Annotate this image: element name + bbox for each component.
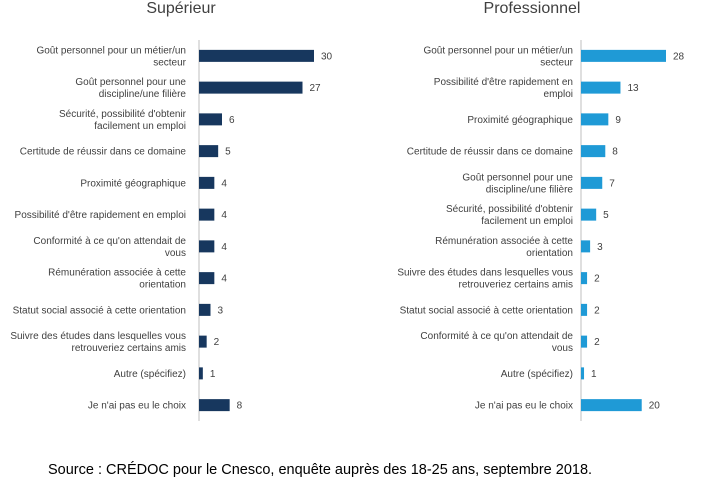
bar-professionnel [581, 145, 606, 158]
bar-professionnel [581, 303, 588, 316]
bar-superieur [199, 208, 215, 221]
bar-superieur [199, 113, 222, 126]
category-label-superieur: Proximité géographique [80, 178, 186, 189]
value-label-superieur: 4 [221, 242, 227, 253]
value-label-superieur: 1 [210, 369, 216, 380]
value-label-professionnel: 8 [612, 147, 618, 158]
value-label-superieur: 5 [225, 147, 231, 158]
category-label-superieur: Sécurité, possibilité d'obtenir facilemen… [59, 109, 187, 132]
bar-superieur [199, 176, 215, 189]
value-label-professionnel: 28 [673, 51, 685, 62]
value-label-professionnel: 2 [594, 337, 600, 348]
chart-title-professionnel: Professionnel [484, 0, 581, 17]
category-label-professionnel: Suivre des études dans lesquelles vous re… [397, 268, 573, 291]
bar-superieur [199, 367, 203, 380]
value-label-professionnel: 13 [627, 83, 639, 94]
category-label-superieur: Autre (spécifiez) [114, 369, 186, 380]
value-label-superieur: 4 [221, 210, 227, 221]
bar-superieur [199, 272, 215, 285]
category-label-professionnel: Autre (spécifiez) [501, 369, 573, 380]
category-label-professionnel: Statut social associé à cette orientatio… [400, 305, 573, 316]
bar-superieur [199, 49, 314, 62]
category-label-superieur: Possibilité d'être rapidement en emploi [15, 210, 186, 221]
value-label-professionnel: 5 [603, 210, 609, 221]
category-label-professionnel: Goût personnel pour un métier/un secteur [423, 45, 573, 68]
category-label-professionnel: Goût personnel pour une discipline/une fi… [462, 172, 573, 195]
value-label-professionnel: 7 [609, 178, 615, 189]
value-label-superieur: 4 [221, 178, 227, 189]
value-label-professionnel: 2 [594, 305, 600, 316]
value-label-professionnel: 20 [649, 401, 661, 412]
category-label-professionnel: Certitude de réussir dans ce domaine [407, 147, 574, 158]
category-label-superieur: Je n'ai pas eu le choix [88, 401, 186, 412]
bar-professionnel [581, 240, 591, 253]
category-label-superieur: Suivre des études dans lesquelles vous re… [10, 331, 186, 354]
source-note: Source : CRÉDOC pour le Cnesco, enquête … [48, 462, 593, 478]
bar-professionnel [581, 399, 642, 412]
bar-superieur [199, 240, 215, 253]
bar-professionnel [581, 176, 603, 189]
bar-superieur [199, 335, 207, 348]
category-label-superieur: Goût personnel pour un métier/un secteur [36, 45, 186, 68]
category-label-superieur: Certitude de réussir dans ce domaine [20, 147, 187, 158]
category-label-professionnel: Je n'ai pas eu le choix [475, 401, 573, 412]
bar-superieur [199, 303, 211, 316]
bar-professionnel [581, 113, 609, 126]
value-label-superieur: 3 [218, 305, 224, 316]
value-label-superieur: 2 [214, 337, 220, 348]
bar-superieur [199, 145, 219, 158]
category-label-professionnel: Proximité géographique [467, 115, 573, 126]
chart-title-superieur: Supérieur [146, 0, 216, 17]
value-label-professionnel: 3 [597, 242, 603, 253]
bar-superieur [199, 81, 303, 94]
value-label-professionnel: 2 [594, 274, 600, 285]
category-label-superieur: Goût personnel pour une discipline/une fi… [75, 77, 186, 100]
bar-superieur [199, 399, 230, 412]
bar-professionnel [581, 49, 666, 62]
category-label-professionnel: Possibilité d'être rapidement en emploi [434, 77, 573, 100]
bar-professionnel [581, 208, 597, 221]
value-label-professionnel: 9 [615, 115, 621, 126]
category-label-professionnel: Rémunération associée à cette orientation [435, 236, 573, 259]
value-label-superieur: 6 [229, 115, 235, 126]
category-label-professionnel: Sécurité, possibilité d'obtenir facilemen… [446, 204, 574, 227]
value-label-professionnel: 1 [591, 369, 597, 380]
bar-professionnel [581, 367, 585, 380]
value-label-superieur: 8 [237, 401, 243, 412]
value-label-superieur: 30 [321, 51, 333, 62]
category-label-superieur: Rémunération associée à cette orientation [48, 268, 186, 291]
category-label-superieur: Statut social associé à cette orientatio… [13, 305, 186, 316]
bar-professionnel [581, 272, 588, 285]
value-label-superieur: 4 [221, 274, 227, 285]
bar-professionnel [581, 81, 621, 94]
category-label-superieur: Conformité à ce qu'on attendait de vous [33, 236, 186, 259]
bar-professionnel [581, 335, 588, 348]
value-label-superieur: 27 [310, 83, 322, 94]
category-label-professionnel: Conformité à ce qu'on attendait de vous [420, 331, 573, 354]
